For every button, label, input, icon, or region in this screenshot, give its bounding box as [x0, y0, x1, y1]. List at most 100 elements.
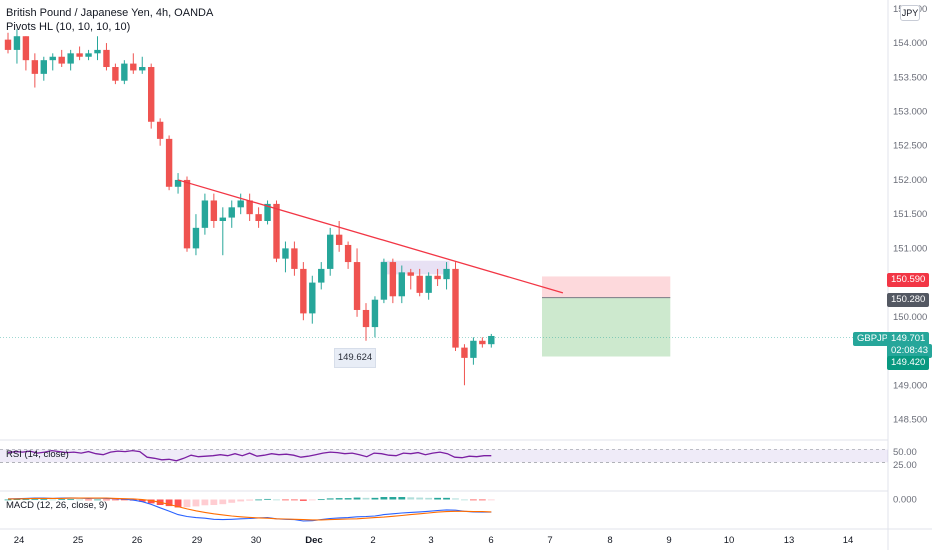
candle-body: [452, 268, 459, 348]
macd-histogram-bar: [353, 497, 361, 500]
candle-body: [13, 36, 21, 50]
macd-histogram-bar: [49, 499, 57, 501]
candle-body: [40, 60, 47, 74]
target-price-tag: 149.420: [887, 356, 930, 370]
candle-body: [165, 138, 173, 187]
rsi-line: [7, 449, 492, 462]
price-tick-label: 151.000: [893, 243, 927, 254]
time-axis-label: 8: [607, 535, 612, 546]
macd-histogram-bar: [31, 499, 39, 501]
macd-histogram-bar: [487, 499, 495, 501]
macd-histogram-bar: [147, 499, 155, 504]
time-axis-label: 6: [488, 535, 493, 546]
candle-body: [470, 340, 477, 358]
indicator-title[interactable]: Pivots HL (10, 10, 10, 10): [6, 21, 131, 33]
price-tick-label: 152.500: [893, 141, 927, 152]
time-axis-label: 24: [14, 535, 25, 546]
candle-body: [309, 282, 316, 314]
candle-body: [398, 272, 405, 297]
candle-body: [228, 207, 235, 218]
macd-histogram-bar: [308, 499, 316, 501]
macd-histogram-bar: [67, 499, 75, 501]
macd-histogram-bar: [264, 498, 271, 500]
bar-countdown: 02:08:43: [887, 344, 932, 358]
macd-histogram-bar: [210, 499, 218, 505]
candle-body: [282, 248, 289, 259]
candle-body: [327, 234, 334, 269]
macd-tick-label: 0.000: [893, 495, 917, 506]
candle-body: [300, 268, 307, 314]
candle-body: [210, 200, 218, 221]
signal-line: [8, 497, 492, 521]
macd-histogram-bar: [425, 497, 433, 500]
macd-histogram-bar: [183, 499, 191, 508]
price-tick-label: 150.000: [893, 312, 927, 323]
candle-body: [31, 60, 39, 74]
time-axis-label: 14: [843, 535, 854, 546]
macd-histogram-bar: [138, 499, 146, 502]
macd-histogram-bar: [228, 499, 236, 503]
price-tick-label: 148.500: [893, 414, 927, 425]
take-profit-zone[interactable]: [542, 297, 671, 357]
candle-body: [201, 200, 209, 228]
candle-body: [94, 49, 101, 54]
macd-histogram-bar: [389, 497, 397, 500]
macd-histogram-bar: [416, 497, 424, 500]
candle-body: [344, 244, 352, 263]
candle-body: [246, 200, 253, 215]
candle-body: [353, 262, 361, 310]
candle-body: [291, 248, 298, 269]
time-axis-label: 13: [784, 535, 795, 546]
macd-label[interactable]: MACD (12, 26, close, 9): [6, 500, 108, 511]
candle-body: [461, 347, 468, 358]
macd-histogram-bar: [13, 499, 21, 501]
candle-body: [425, 275, 432, 293]
macd-histogram-bar: [76, 499, 83, 501]
macd-histogram-bar: [407, 497, 415, 500]
currency-selector[interactable]: JPY: [900, 5, 920, 21]
candle-body: [479, 340, 486, 345]
candle-body: [434, 275, 441, 280]
macd-histogram-bar: [299, 499, 307, 501]
candle-body: [335, 234, 343, 245]
macd-histogram-bar: [255, 499, 262, 501]
time-axis-label: 2: [370, 535, 375, 546]
candle-body: [255, 214, 262, 221]
macd-histogram-bar: [317, 499, 325, 501]
macd-histogram-bar: [112, 499, 119, 501]
time-axis-label: 3: [428, 535, 433, 546]
macd-histogram-bar: [452, 498, 459, 500]
highlight-box[interactable]: [380, 260, 450, 275]
price-tick-label: 151.500: [893, 209, 927, 220]
resistance-trendline[interactable]: [177, 179, 564, 294]
candle-body: [264, 203, 271, 221]
candle-body: [22, 36, 30, 61]
candle-body: [112, 67, 119, 81]
stop-price-tag: 150.590: [887, 273, 930, 287]
candle-body: [318, 268, 325, 283]
macd-histogram-bar: [4, 499, 12, 501]
macd-histogram-bar: [120, 499, 128, 501]
macd-histogram-bar: [344, 498, 352, 500]
candle-body: [49, 56, 56, 61]
macd-histogram-bar: [461, 499, 468, 501]
macd-histogram-bar: [103, 499, 110, 501]
candle-body: [58, 56, 65, 64]
candle-body: [4, 39, 12, 50]
macd-histogram-bar: [237, 499, 245, 502]
candle-body: [192, 227, 200, 249]
macd-histogram-bar: [22, 499, 30, 501]
candle-body: [237, 200, 244, 208]
last-price-tag: 149.701: [887, 332, 930, 346]
stop-loss-zone[interactable]: [542, 276, 671, 298]
macd-histogram-bar: [478, 499, 486, 501]
price-tick-label: 149.000: [893, 380, 927, 391]
candle-body: [407, 272, 414, 276]
macd-histogram-bar: [362, 497, 370, 500]
macd-histogram-bar: [165, 499, 173, 507]
price-tick-label: 152.000: [893, 175, 927, 186]
rsi-label[interactable]: RSI (14, close): [6, 449, 69, 460]
candle-body: [156, 121, 164, 139]
